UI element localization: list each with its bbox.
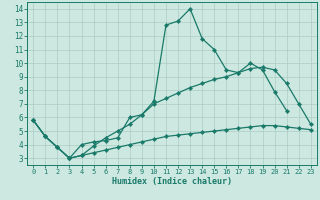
X-axis label: Humidex (Indice chaleur): Humidex (Indice chaleur) xyxy=(112,177,232,186)
